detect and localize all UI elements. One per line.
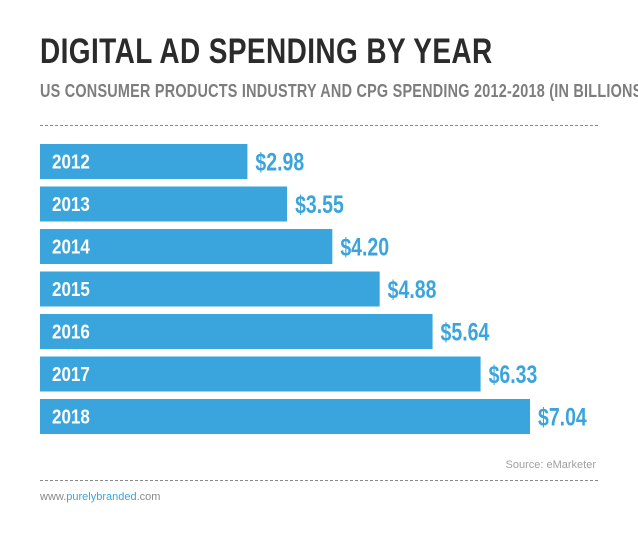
bar-2016	[40, 314, 433, 349]
value-label-2013: $3.55	[295, 191, 344, 219]
footer-url[interactable]: www.purelybranded.com	[40, 491, 160, 503]
bar-2018	[40, 399, 530, 434]
chart-title: DIGITAL AD SPENDING BY YEAR	[40, 32, 493, 71]
source-note: Source: eMarketer	[505, 459, 596, 471]
chart-subtitle: US CONSUMER PRODUCTS INDUSTRY AND CPG SP…	[40, 81, 638, 101]
category-label-2016: 2016	[52, 320, 90, 343]
category-label-2012: 2012	[52, 150, 90, 173]
bottom-divider	[40, 480, 598, 481]
footer-brand: purelybranded	[66, 491, 137, 503]
value-label-2017: $6.33	[489, 361, 538, 389]
value-label-2015: $4.88	[388, 276, 437, 304]
bar-2013	[40, 186, 288, 222]
footer-prefix: www.	[40, 491, 67, 503]
bar-2015	[40, 271, 380, 307]
bar-2017	[40, 356, 481, 392]
bar-2014	[40, 229, 333, 264]
category-label-2017: 2017	[52, 363, 90, 386]
category-label-2013: 2013	[52, 193, 90, 216]
value-label-2018: $7.04	[538, 403, 587, 431]
value-label-2016: $5.64	[441, 318, 490, 346]
bar-2012	[40, 144, 248, 179]
value-label-2012: $2.98	[255, 148, 304, 176]
category-label-2015: 2015	[52, 278, 90, 301]
top-divider	[40, 125, 598, 126]
category-label-2014: 2014	[52, 235, 90, 258]
footer-suffix: .com	[136, 491, 161, 503]
value-label-2014: $4.20	[340, 233, 389, 261]
category-label-2018: 2018	[52, 405, 90, 428]
